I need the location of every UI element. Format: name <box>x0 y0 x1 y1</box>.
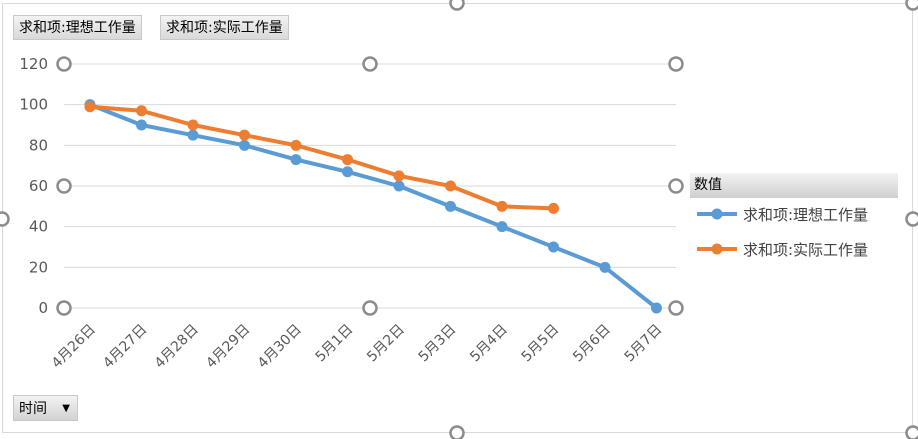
resize-handle[interactable] <box>362 56 378 72</box>
data-point[interactable] <box>445 180 456 192</box>
data-point[interactable] <box>290 154 302 166</box>
data-point[interactable] <box>599 261 611 273</box>
field-button-actual[interactable]: 求和项:实际工作量 <box>160 15 289 40</box>
y-tick-label: 100 <box>19 96 48 114</box>
x-tick-label: 5月4日 <box>467 322 511 366</box>
legend-marker-icon <box>697 243 737 255</box>
data-point[interactable] <box>548 202 559 214</box>
y-tick-label: 80 <box>29 136 48 154</box>
data-point[interactable] <box>136 105 147 117</box>
data-point[interactable] <box>187 129 199 141</box>
chart-resize-handle[interactable] <box>449 0 465 11</box>
axis-field-button-time[interactable]: 时间 ▼ <box>13 395 78 421</box>
x-tick-label: 4月27日 <box>100 322 150 372</box>
data-point[interactable] <box>342 154 353 166</box>
legend-marker-icon <box>697 208 737 220</box>
series-line-0 <box>88 102 659 310</box>
resize-handle[interactable] <box>56 300 72 316</box>
chart-resize-handle[interactable] <box>905 211 918 227</box>
chart-resize-handle[interactable] <box>905 0 918 11</box>
x-tick-label: 5月1日 <box>313 322 357 366</box>
data-point[interactable] <box>239 129 250 141</box>
x-tick-label: 5月3日 <box>416 322 460 366</box>
data-point[interactable] <box>393 170 405 182</box>
data-point[interactable] <box>548 241 559 253</box>
x-tick-label: 5月2日 <box>364 322 408 366</box>
resize-handle[interactable] <box>668 56 684 72</box>
data-point[interactable] <box>496 200 508 212</box>
legend-label: 求和项:实际工作量 <box>743 240 869 259</box>
legend-title: 数值 <box>690 173 898 198</box>
data-point[interactable] <box>445 200 456 212</box>
resize-handle[interactable] <box>668 178 684 194</box>
data-point[interactable] <box>290 139 302 151</box>
resize-handle[interactable] <box>668 300 684 316</box>
axis-field-label: 时间 <box>19 401 47 417</box>
legend-item-actual[interactable]: 求和项:实际工作量 <box>695 238 868 260</box>
series-line-1 <box>88 104 556 211</box>
y-tick-label: 40 <box>29 218 48 236</box>
dropdown-arrow-icon: ▼ <box>62 403 70 414</box>
x-tick-label: 4月26日 <box>49 322 99 372</box>
x-tick-label: 4月29日 <box>203 322 253 372</box>
chart-resize-handle[interactable] <box>905 425 918 439</box>
data-point[interactable] <box>342 166 353 178</box>
data-point[interactable] <box>393 180 405 192</box>
y-tick-label: 60 <box>29 177 48 195</box>
resize-handle[interactable] <box>56 178 72 194</box>
x-tick-label: 5月5日 <box>519 322 563 366</box>
data-point[interactable] <box>187 119 199 131</box>
resize-handle[interactable] <box>362 300 378 316</box>
field-button-ideal[interactable]: 求和项:理想工作量 <box>13 15 142 40</box>
y-tick-label: 0 <box>38 299 48 317</box>
y-tick-label: 20 <box>29 258 48 276</box>
legend-item-ideal[interactable]: 求和项:理想工作量 <box>695 203 868 225</box>
x-tick-label: 5月7日 <box>622 322 666 366</box>
data-point[interactable] <box>496 221 508 233</box>
data-point[interactable] <box>651 302 662 314</box>
data-point[interactable] <box>239 139 250 151</box>
resize-handle[interactable] <box>56 56 72 72</box>
x-tick-label: 5月6日 <box>570 322 614 366</box>
legend-label: 求和项:理想工作量 <box>743 205 869 224</box>
data-point[interactable] <box>136 119 147 131</box>
chart-resize-handle[interactable] <box>449 425 465 439</box>
x-tick-label: 4月30日 <box>255 322 305 372</box>
data-point[interactable] <box>84 101 96 113</box>
y-tick-label: 120 <box>19 55 48 73</box>
x-tick-label: 4月28日 <box>152 322 202 372</box>
chart-resize-handle[interactable] <box>0 211 10 227</box>
